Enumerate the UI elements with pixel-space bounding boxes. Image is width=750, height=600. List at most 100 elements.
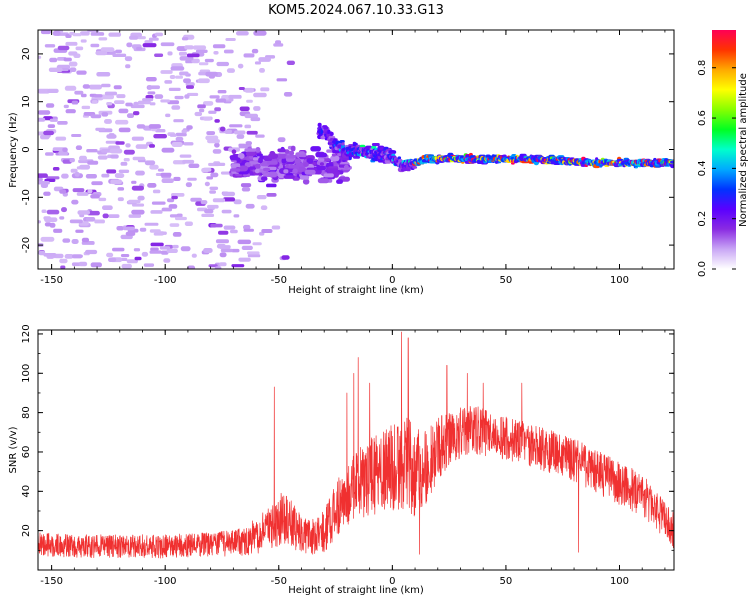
spectrogram-cell [110, 154, 119, 159]
spectrogram-cell [101, 83, 111, 88]
spectrogram-cell [204, 167, 212, 172]
spectrogram-cell [160, 172, 172, 177]
spectrogram-cell [40, 30, 51, 35]
spectrogram-cell [299, 175, 310, 180]
spectrogram-cell [197, 78, 210, 84]
spectrogram-cell [60, 265, 66, 269]
spectrogram-x-ticks: -150 -100 -50 0 50 100 [40, 30, 666, 286]
spectrogram-cell [310, 146, 321, 152]
y-tick-label: -20 [21, 237, 32, 253]
spectrogram-cell [171, 193, 185, 197]
x-tick-label: -50 [271, 576, 287, 587]
spectrogram-cell [46, 176, 60, 180]
spectrogram-cell [160, 99, 170, 103]
spectrogram-cell [154, 94, 164, 99]
spectrogram-cell [670, 160, 674, 164]
spectrogram-cell [238, 143, 246, 147]
spectrogram-cell [214, 162, 226, 166]
spectrogram-cell [231, 149, 237, 154]
spectrogram-cell [47, 124, 56, 128]
spectrogram-cell [44, 217, 58, 222]
spectrogram-cell [185, 60, 194, 64]
spectrogram-cell [65, 41, 78, 46]
spectrogram-cell [40, 236, 55, 242]
spectrogram-cell [253, 106, 261, 111]
spectrogram-cell [45, 103, 55, 108]
snr-panel: -150 -100 -50 0 50 100 20 40 60 80 100 120 Height … [8, 324, 675, 596]
spectrogram-cell [178, 51, 188, 56]
spectrogram-cell [281, 157, 287, 164]
spectrogram-cell [204, 209, 214, 214]
spectrogram-cell [38, 55, 42, 59]
spectrogram-cell [226, 68, 235, 73]
spectrogram-cell [148, 37, 159, 41]
spectrogram-cell [110, 179, 123, 185]
spectrogram-cell [169, 214, 183, 218]
spectrogram-cell [145, 95, 154, 100]
spectrogram-cell [52, 30, 61, 36]
colorbar-tick-label: 0.8 [697, 60, 708, 76]
x-tick-label: 50 [500, 275, 513, 286]
colorbar: 0.0 0.2 0.4 0.6 0.8 Normalized spectral ampl… [697, 30, 749, 277]
spectrogram-cell [223, 225, 236, 230]
spectrogram-cell [215, 98, 227, 103]
spectrogram-cell [48, 67, 63, 72]
spectrogram-cell [217, 90, 227, 94]
spectrogram-cell [147, 91, 156, 95]
spectrogram-cell [229, 124, 243, 128]
spectrogram-cell [230, 156, 239, 161]
spectrogram-cell [216, 243, 226, 249]
spectrogram-cell [208, 110, 217, 114]
spectrogram-cell [147, 183, 157, 188]
spectrogram-cell [194, 111, 203, 117]
y-tick-label: 20 [21, 524, 32, 537]
spectrogram-cell [252, 242, 262, 246]
spectrogram-cell [61, 207, 67, 213]
x-tick-label: -150 [40, 576, 63, 587]
spectrogram-cell [64, 85, 77, 91]
spectrogram-cell [52, 147, 65, 152]
spectrogram-cell [71, 239, 79, 244]
spectrogram-cell [243, 228, 254, 232]
spectrogram-cell [137, 195, 145, 201]
spectrogram-cell [142, 43, 157, 48]
spectrogram-cell [79, 31, 90, 36]
spectrogram-cell [161, 147, 175, 153]
spectrogram-cell [115, 141, 125, 145]
spectrogram-cell [397, 156, 402, 160]
colorbar-tick-label: 0.6 [697, 110, 708, 126]
spectrogram-cell [230, 229, 238, 234]
spectrogram-cell [126, 113, 135, 118]
spectrogram-cell [317, 178, 329, 184]
spectrogram-cell [254, 163, 261, 169]
spectrogram-cell [251, 48, 259, 54]
spectrogram-cell [97, 155, 108, 160]
spectrogram-cell [276, 78, 288, 82]
spectrogram-cell [209, 190, 216, 194]
spectrogram-cell [126, 259, 138, 264]
spectrogram-cell [245, 203, 255, 209]
spectrogram-cell [187, 265, 196, 269]
spectrogram-cell [129, 35, 139, 40]
x-tick-label: 100 [610, 576, 629, 587]
spectrogram-cell [95, 50, 108, 56]
snr-x-label: Height of straight line (km) [288, 585, 424, 596]
spectrogram-cell [219, 252, 227, 258]
spectrogram-cell [154, 53, 164, 57]
y-tick-label: 80 [21, 406, 32, 419]
spectrogram-cell [184, 94, 190, 99]
spectrogram-cell [134, 256, 142, 261]
spectrogram-cell [101, 112, 109, 117]
spectrogram-cell [221, 209, 232, 214]
spectrogram-cell [278, 174, 286, 178]
spectrogram-cell [339, 140, 345, 143]
spectrogram-cell [57, 121, 68, 125]
spectrogram-cell [239, 165, 248, 172]
spectrogram-cell [49, 118, 58, 122]
spectrogram-cell [315, 165, 326, 171]
spectrogram-cell [241, 245, 253, 250]
spectrogram-cell [100, 94, 115, 100]
spectrogram-cell [186, 53, 200, 58]
spectrogram-cell [160, 250, 169, 255]
spectrogram-cell [161, 207, 173, 212]
